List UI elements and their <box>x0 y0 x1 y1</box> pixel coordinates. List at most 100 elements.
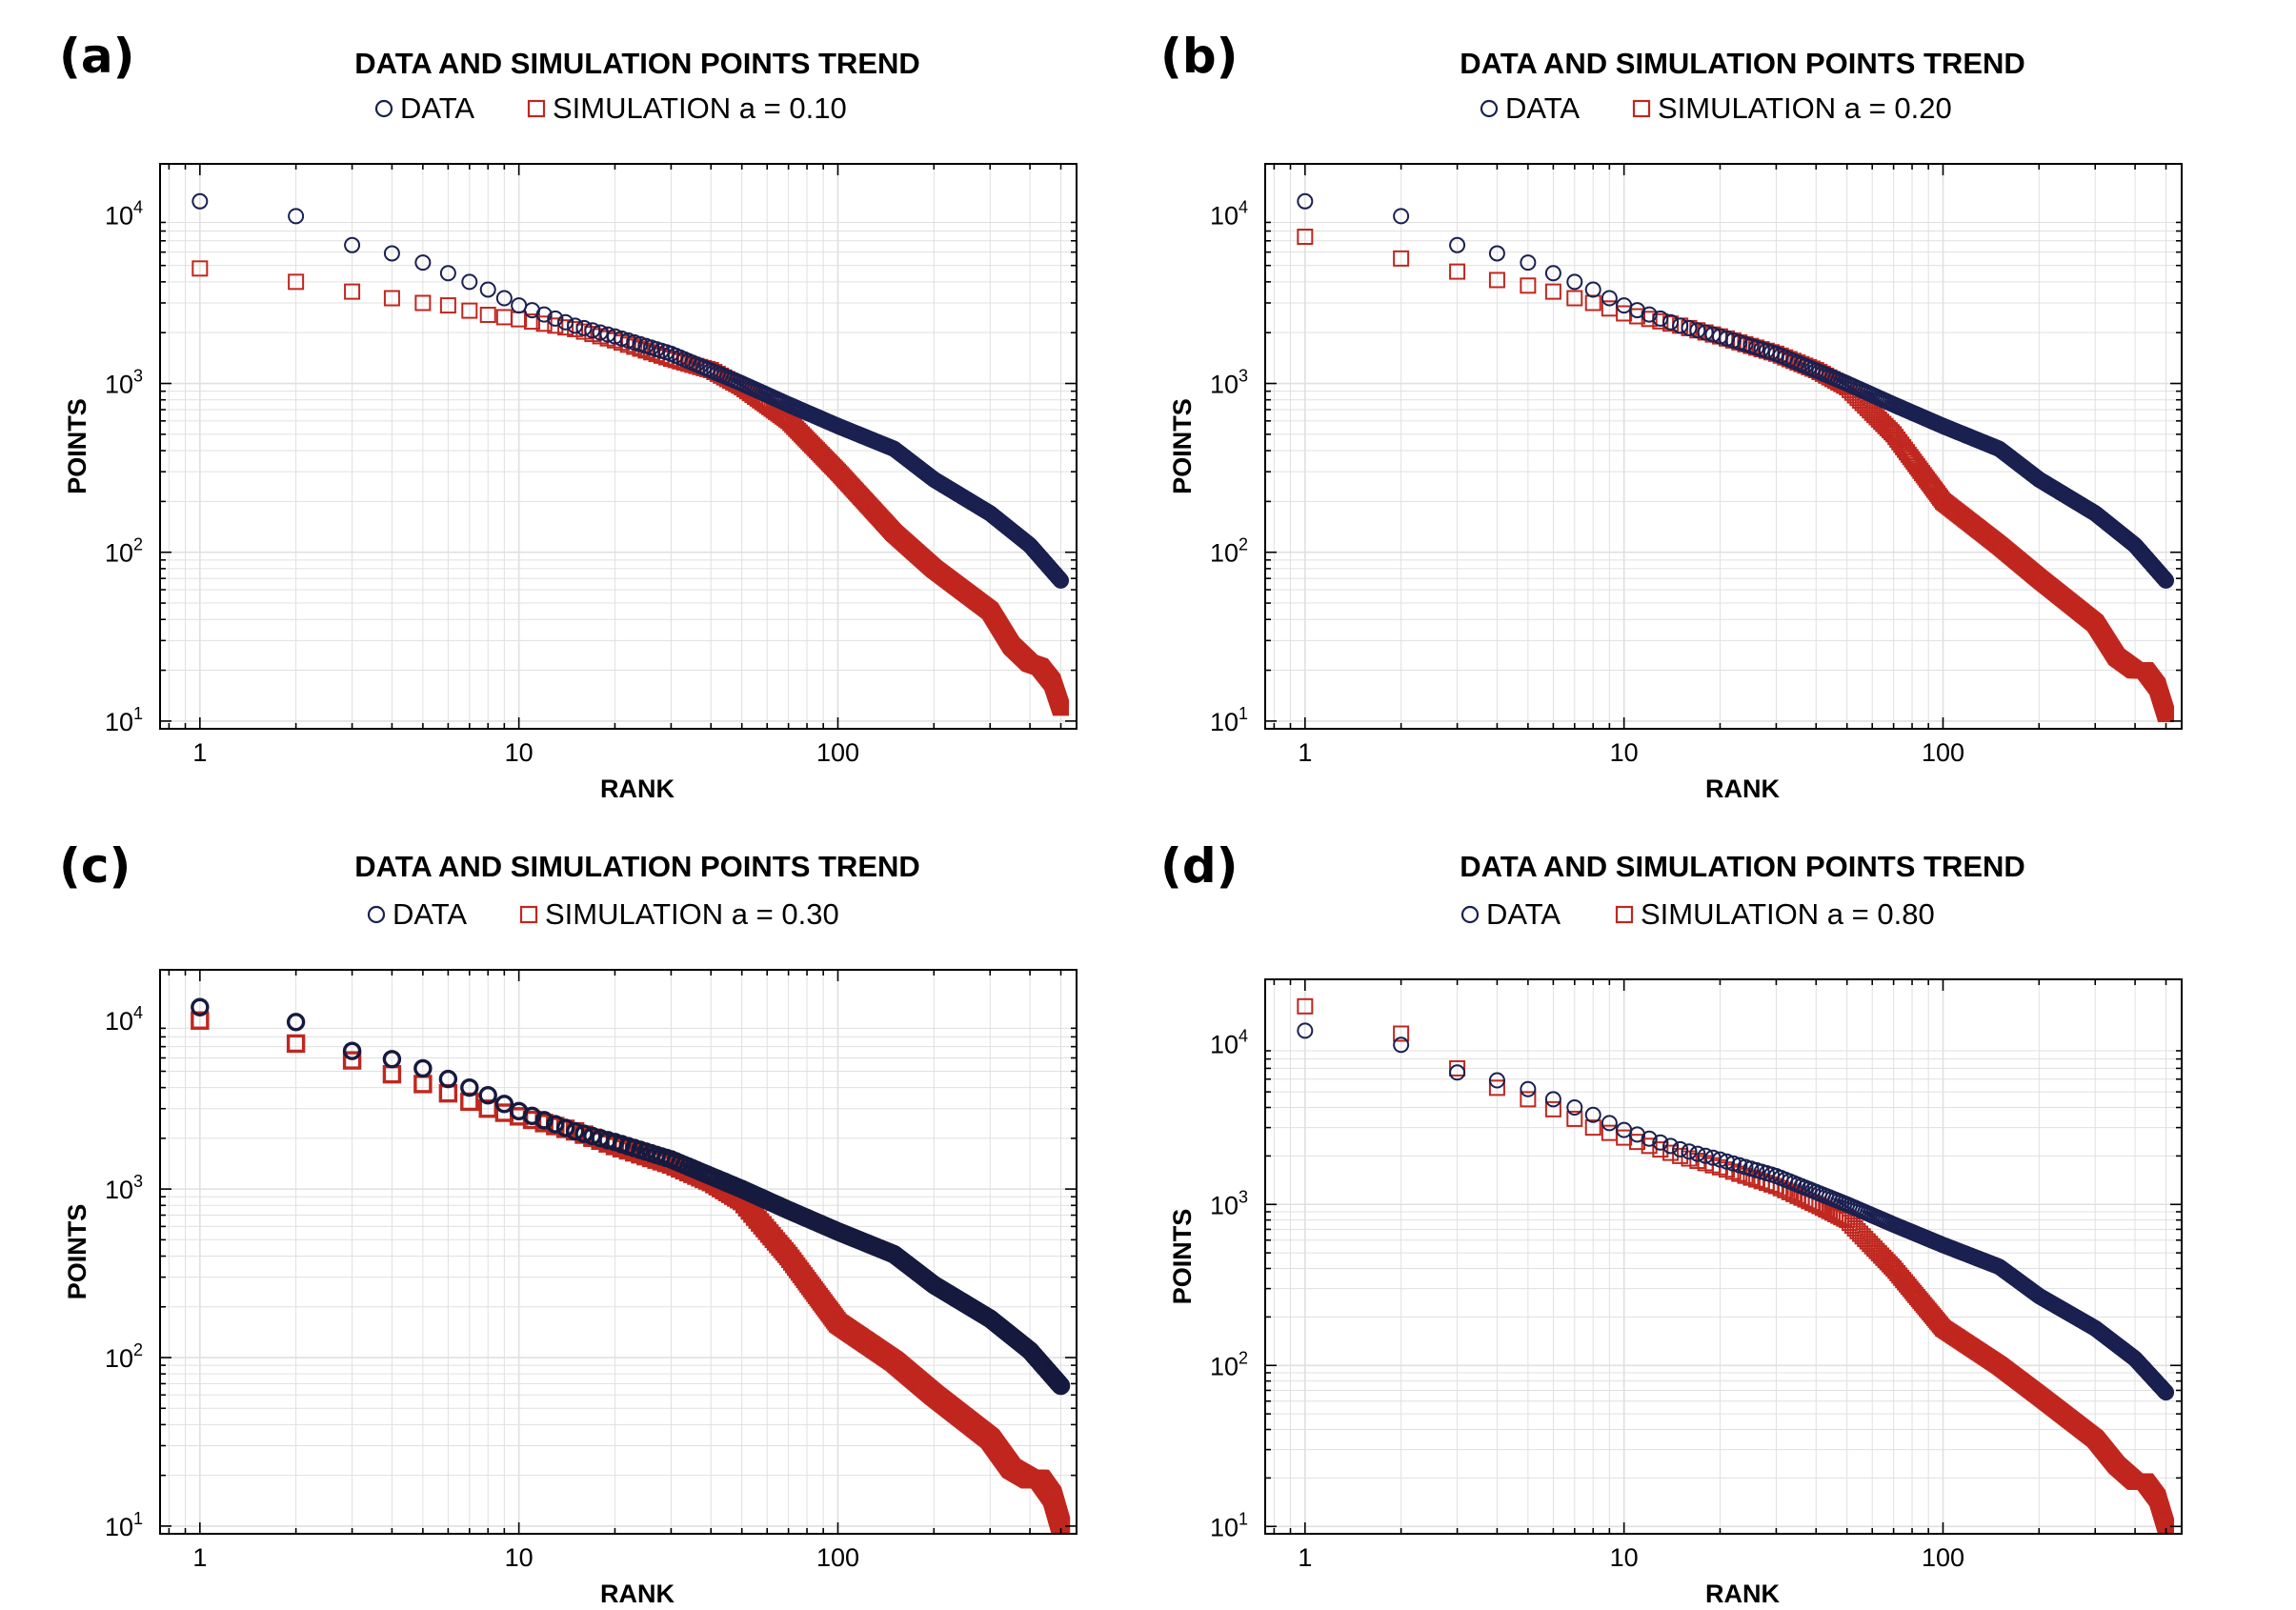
y-axis-label: POINTS <box>1168 1209 1197 1305</box>
data-point <box>1672 1140 1689 1157</box>
data-point <box>1297 1022 1314 1039</box>
grid <box>1265 164 2182 729</box>
data-point <box>439 265 456 282</box>
chart-title: DATA AND SIMULATION POINTS TREND <box>1460 47 2025 80</box>
simulation-point <box>1629 1134 1646 1151</box>
y-tick-label: 102 <box>1210 1348 1248 1380</box>
y-tick-label: 102 <box>105 535 143 568</box>
data-point <box>1652 310 1669 327</box>
data-point <box>535 306 553 323</box>
simulation-point <box>1488 1079 1505 1097</box>
data-point <box>1297 192 1314 210</box>
data-point <box>288 208 305 225</box>
plot-frame <box>1264 978 2183 1535</box>
data-point <box>1681 1143 1698 1160</box>
simulation-point <box>547 317 564 334</box>
simulation-point <box>1662 1144 1680 1161</box>
chart-panel-b: (b) DATA AND SIMULATION POINTS TREND DATA S… <box>1160 29 2183 803</box>
data-point <box>1689 322 1706 339</box>
simulation-point <box>1629 308 1646 325</box>
data-point <box>438 1069 458 1089</box>
simulation-point <box>1566 1110 1583 1127</box>
simulation-point <box>1393 1025 1410 1042</box>
x-tick-label: 10 <box>505 738 534 767</box>
simulation-point <box>1672 1147 1689 1164</box>
data-point <box>191 192 209 210</box>
data-point <box>191 997 210 1016</box>
data-point <box>1053 572 1070 589</box>
y-axis-label: POINTS <box>63 1204 91 1300</box>
chart-title: DATA AND SIMULATION POINTS TREND <box>354 850 920 883</box>
legend: DATA SIMULATION a = 0.80 <box>1460 897 1935 931</box>
data-point <box>1601 1115 1618 1132</box>
y-tick-label: 104 <box>1210 197 1248 230</box>
data-point <box>479 281 496 298</box>
grid <box>1265 979 2182 1534</box>
legend: DATA SIMULATION a = 0.20 <box>1480 91 1952 125</box>
data-point <box>1566 273 1583 291</box>
data-point <box>342 1041 362 1060</box>
data-point <box>1393 208 1410 225</box>
simulation-point <box>1544 1100 1561 1117</box>
legend-marker-data <box>1480 99 1499 118</box>
simulation-point <box>1584 1119 1601 1137</box>
y-tick-label: 102 <box>105 1340 143 1373</box>
data-point <box>1697 1147 1714 1164</box>
simulation-point <box>439 297 456 314</box>
data-point <box>1449 1064 1466 1081</box>
simulation-point <box>1297 997 1314 1015</box>
simulation-point <box>342 1051 362 1070</box>
chart-title: DATA AND SIMULATION POINTS TREND <box>354 47 920 80</box>
plot-area <box>191 997 1071 1534</box>
data-point <box>1584 281 1601 298</box>
simulation-point <box>191 260 209 277</box>
simulation-point <box>1652 1141 1669 1158</box>
simulation-point <box>191 1011 210 1030</box>
data-point <box>382 1050 402 1069</box>
x-tick-label: 10 <box>1610 1543 1639 1572</box>
legend-label-simulation: SIMULATION a = 0.20 <box>1658 91 1952 125</box>
data-point <box>575 319 593 336</box>
legend-marker-simulation <box>527 99 546 118</box>
simulation-point <box>1566 290 1583 307</box>
data-point <box>383 245 400 262</box>
legend-label-simulation: SIMULATION a = 0.10 <box>553 91 847 125</box>
chart-title: DATA AND SIMULATION POINTS TREND <box>1460 850 2025 883</box>
data-point <box>344 236 361 253</box>
simulation-point <box>1520 1091 1537 1108</box>
data-point <box>546 1115 565 1134</box>
data-point <box>1697 324 1714 341</box>
y-tick-label: 102 <box>1210 535 1248 568</box>
y-tick-label: 103 <box>105 1172 143 1204</box>
data-point <box>413 1058 433 1078</box>
x-tick-label: 10 <box>505 1543 534 1572</box>
data-point <box>461 273 478 291</box>
simulation-point <box>1641 1137 1658 1155</box>
simulation-point <box>1641 311 1658 328</box>
data-point <box>555 1118 575 1137</box>
tick-marks <box>1265 164 2182 730</box>
y-tick-label: 104 <box>105 1003 143 1036</box>
x-axis-label: RANK <box>600 1580 675 1608</box>
data-point <box>286 1013 306 1032</box>
data-point <box>1393 1036 1410 1054</box>
plot-area <box>1297 192 2175 723</box>
data-point <box>1051 1376 1071 1396</box>
legend-marker-simulation <box>1632 99 1651 118</box>
data-point <box>1662 313 1680 331</box>
y-axis-label: POINTS <box>63 398 91 494</box>
simulation-point <box>1488 272 1505 289</box>
data-point <box>592 324 609 341</box>
data-point <box>2158 1384 2175 1401</box>
data-point <box>460 1077 479 1097</box>
series-simulation <box>191 1011 1071 1534</box>
simulation-point <box>414 294 432 312</box>
chart-panel-c: (c) DATA AND SIMULATION POINTS TREND DATA S… <box>59 838 1078 1608</box>
x-tick-label: 1 <box>1298 1543 1312 1572</box>
data-point <box>565 1121 585 1141</box>
simulation-point <box>1449 1059 1466 1077</box>
y-tick-label: 103 <box>105 367 143 399</box>
simulation-point <box>344 283 361 300</box>
x-tick-label: 10 <box>1610 738 1639 767</box>
plot-frame <box>159 163 1078 730</box>
